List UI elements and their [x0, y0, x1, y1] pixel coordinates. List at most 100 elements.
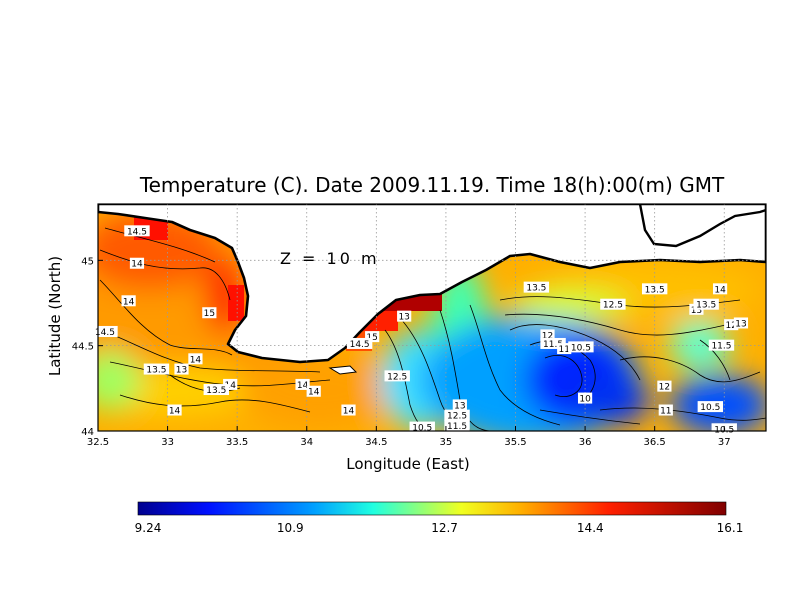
contour-label-bg	[641, 283, 668, 295]
contour-label-text: 13.5	[696, 301, 716, 311]
contour-label-bg	[658, 404, 673, 416]
contour-label: 14	[223, 378, 238, 391]
contour-label-bg	[92, 326, 118, 338]
contour-label-bg	[444, 419, 470, 431]
contour-label-text: 13	[691, 306, 702, 316]
contour-label: 14	[295, 378, 310, 391]
contour-label-bg	[174, 363, 189, 375]
contour-label: 12.5	[384, 370, 410, 382]
contour-label-text: 11.5	[447, 422, 467, 432]
y-axis: 44 44.5 45	[72, 256, 103, 438]
contour-label-bg	[223, 378, 238, 390]
contour-label: 13.5	[523, 281, 550, 294]
contour-label-bg	[167, 404, 182, 416]
colorbar-tick-label: 9.24	[135, 521, 162, 535]
contour-label-bg	[657, 380, 672, 392]
contour-label-bg	[124, 225, 150, 237]
contour-label-text: 13.5	[206, 386, 226, 396]
colorbar	[137, 501, 727, 516]
contour-label-bg	[365, 331, 380, 343]
y-tick-label: 45	[81, 256, 94, 267]
contour-label: 10.5	[568, 341, 594, 353]
x-axis-label: Longitude (East)	[346, 455, 469, 473]
contour-label: 11	[557, 343, 572, 355]
contour-label-bg	[600, 298, 626, 310]
x-tick-label: 33	[161, 437, 174, 448]
contour-label-bg	[540, 329, 555, 341]
contour-label: 13	[733, 317, 749, 329]
contour-label-text: 12	[542, 331, 553, 341]
y-axis-label: Latitude (North)	[46, 256, 64, 376]
depth-annotation: Z = 10 m	[280, 249, 380, 268]
contour-label: 10.5	[697, 401, 724, 413]
contour-label-text: 11	[558, 345, 569, 355]
contour-label-bg	[121, 295, 136, 307]
contour-label-text: 14	[224, 381, 236, 391]
contour-label: 13.5	[641, 283, 668, 295]
contour-label-bg	[733, 317, 749, 329]
x-tick-label: 33.5	[226, 437, 248, 448]
contour-label-text: 10	[579, 395, 591, 405]
contour-label-bg	[697, 401, 724, 413]
contour-label-bg	[384, 370, 410, 382]
contour-label: 12	[540, 329, 555, 341]
contour-label-text: 14	[343, 407, 355, 417]
contour-label: 12.5	[444, 409, 470, 422]
contour-label-bg	[724, 319, 739, 331]
contour-label-bg	[346, 337, 373, 349]
contour-label-bg	[188, 353, 203, 365]
contour-label: 12	[724, 319, 739, 331]
contour-label-bg	[341, 404, 356, 416]
y-tick-label: 44	[81, 427, 94, 438]
contour-label-bg	[143, 363, 170, 375]
x-tick-label: 36.5	[644, 437, 666, 448]
contour-label-bg	[129, 257, 145, 269]
contour-label-bg	[306, 385, 321, 397]
contour-label-bg	[568, 341, 594, 353]
contour-label-text: 14	[308, 388, 320, 398]
colorbar-tick-label: 16.1	[717, 521, 744, 535]
contour-label-text: 12	[659, 383, 670, 393]
contour-label: 14	[129, 257, 145, 270]
contour-label-text: 11.5	[543, 340, 563, 350]
x-tick-label: 37	[718, 437, 731, 448]
contour-label-text: 14	[297, 381, 309, 391]
contour-label: 11.5	[444, 419, 470, 432]
x-tick-label: 34.5	[365, 437, 387, 448]
colorbar-tick-label: 14.4	[577, 521, 604, 535]
contour-label: 13.5	[203, 384, 229, 396]
colorbar-tick-label: 10.9	[277, 521, 304, 535]
colorbar-tick-label: 12.7	[431, 521, 458, 535]
contour-label-text: 13	[398, 313, 409, 323]
y-tick-label: 44.5	[72, 342, 94, 353]
contour-label-text: 12.5	[447, 412, 467, 422]
contour-label-text: 14	[169, 407, 181, 417]
contour-label-bg	[397, 310, 412, 322]
x-tick-label: 36	[579, 437, 592, 448]
contour-label-text: 13	[735, 319, 746, 329]
contour-label: 12	[657, 380, 672, 393]
contour-label-text: 13.5	[526, 284, 546, 294]
contour-label: 14.5	[346, 337, 373, 350]
contour-label: 14	[121, 295, 136, 307]
contour-label-bg	[708, 339, 735, 351]
contour-label: 11.5	[540, 337, 566, 350]
contour-label-bg	[203, 384, 229, 396]
contour-label: 12.5	[600, 298, 626, 311]
x-tick-label: 35	[440, 437, 453, 448]
contour-label: 14	[167, 404, 182, 417]
contour-labels: 14.5141414.5151413.5131413.5141414141514…	[92, 225, 749, 435]
contour-label-text: 14.5	[350, 340, 370, 350]
chart-title: Temperature (C). Date 2009.11.19. Time 1…	[139, 173, 725, 197]
contour-label: 13.5	[143, 363, 170, 376]
contour-label: 13	[452, 399, 467, 411]
contour-label: 13	[397, 310, 412, 323]
x-axis: 32.5 33 33.5 34 34.5 35 35.5 36 36.5 37	[87, 426, 731, 448]
contour-label-text: 11.5	[711, 342, 731, 352]
contour-label-text: 14	[131, 260, 143, 270]
contour-label-text: 10.5	[571, 343, 591, 353]
contour-label-text: 14	[190, 355, 202, 365]
contour-label-bg	[295, 378, 310, 390]
contour-label-text: 14.5	[127, 227, 147, 237]
